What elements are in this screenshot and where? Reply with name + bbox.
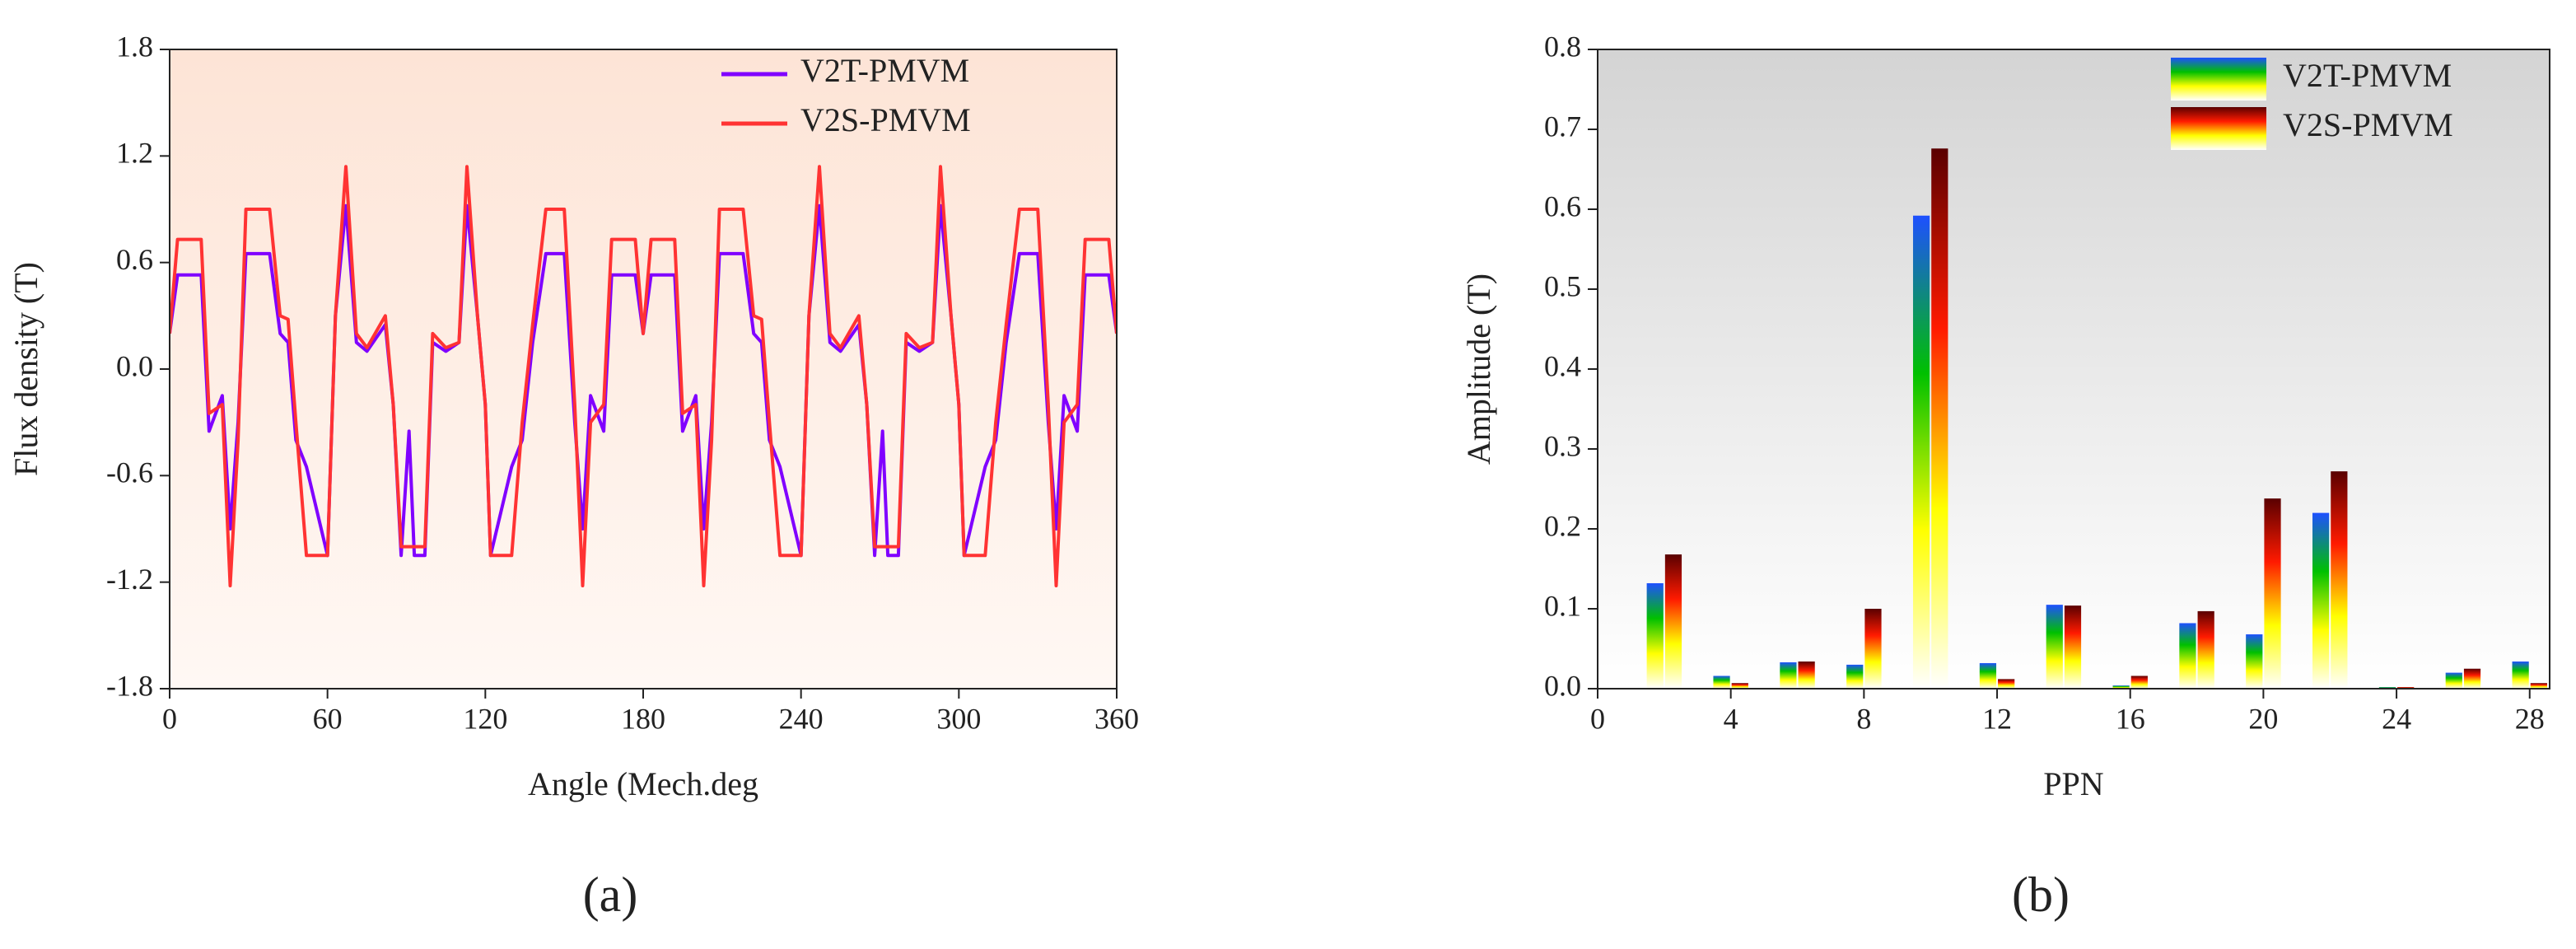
plot-frame (1597, 49, 2550, 690)
legend-label: V2T-PMVM (800, 52, 969, 89)
y-tick-label: 0.1 (1544, 589, 1581, 622)
bar (2264, 498, 2281, 689)
x-tick-label: 0 (162, 702, 177, 735)
plot-area (170, 165, 1117, 587)
plot-frame (169, 49, 1118, 690)
y-axis-title: Amplitude (T) (1460, 273, 1497, 465)
x-tick-label: 0 (1590, 702, 1605, 735)
bar (2064, 605, 2082, 689)
bar (2246, 634, 2263, 689)
legend-label: V2T-PMVM (2283, 57, 2452, 94)
y-tick-label: 0.6 (1544, 189, 1581, 222)
bar (2112, 685, 2130, 689)
bar (2130, 676, 2148, 689)
bar (1931, 148, 1948, 689)
x-tick-label: 4 (1724, 702, 1738, 735)
bar (2512, 661, 2529, 689)
x-tick-label: 24 (2382, 702, 2411, 735)
bar (1998, 679, 2015, 689)
legend-label: V2S-PMVM (800, 101, 971, 138)
bar (1979, 662, 1997, 689)
bar (1864, 609, 1882, 689)
plot-background (1598, 49, 2550, 689)
plot-area (1646, 148, 2547, 689)
line-series (170, 165, 1117, 587)
y-tick-label: 0.5 (1544, 269, 1581, 302)
y-tick-label: 0.4 (1544, 349, 1581, 382)
caption: (b) (2012, 867, 2070, 922)
x-tick-label: 60 (313, 702, 343, 735)
bar (1780, 661, 1797, 689)
y-tick-label: 0.0 (116, 349, 153, 382)
bar (1846, 664, 1864, 689)
y-tick-label: -1.8 (106, 669, 153, 702)
x-tick-label: 12 (1982, 702, 2012, 735)
x-tick-label: 180 (621, 702, 665, 735)
y-tick-label: 0.2 (1544, 509, 1581, 542)
x-axis-title: PPN (2043, 765, 2103, 802)
x-tick-label: 16 (2116, 702, 2145, 735)
bar (2530, 683, 2547, 689)
bar (2331, 471, 2348, 689)
y-tick-label: 1.2 (116, 137, 153, 170)
bar (1664, 554, 1682, 689)
bar (2179, 623, 2196, 689)
bar (1713, 676, 1730, 689)
bar (2197, 610, 2214, 689)
bar (2463, 668, 2481, 689)
bar (2312, 512, 2330, 689)
caption: (a) (583, 867, 638, 922)
legend-swatch (2171, 107, 2266, 150)
y-tick-label: 0.6 (116, 243, 153, 276)
x-tick-label: 240 (779, 702, 824, 735)
y-tick-label: 0.8 (1544, 30, 1581, 63)
y-tick-label: -1.2 (106, 563, 153, 596)
legend-swatch (2171, 58, 2266, 101)
y-tick-label: 1.8 (116, 30, 153, 63)
bar (1731, 683, 1748, 689)
bar (2445, 672, 2462, 689)
x-tick-label: 28 (2515, 702, 2545, 735)
y-tick-label: 0.7 (1544, 110, 1581, 143)
bar (2046, 605, 2063, 689)
x-tick-label: 300 (936, 702, 981, 735)
bar (1912, 215, 1930, 689)
x-tick-label: 8 (1856, 702, 1871, 735)
y-tick-label: 0.0 (1544, 669, 1581, 702)
x-axis-title: Angle (Mech.deg (528, 765, 758, 802)
y-axis-title: Flux density (T) (7, 262, 44, 476)
x-tick-label: 20 (2248, 702, 2278, 735)
y-tick-label: 0.3 (1544, 429, 1581, 462)
legend-label: V2S-PMVM (2283, 106, 2453, 143)
bar (1798, 661, 1815, 689)
x-tick-label: 360 (1094, 702, 1139, 735)
bar (1646, 582, 1664, 689)
plot-background (170, 49, 1117, 689)
x-tick-label: 120 (463, 702, 507, 735)
y-tick-label: -0.6 (106, 456, 153, 489)
